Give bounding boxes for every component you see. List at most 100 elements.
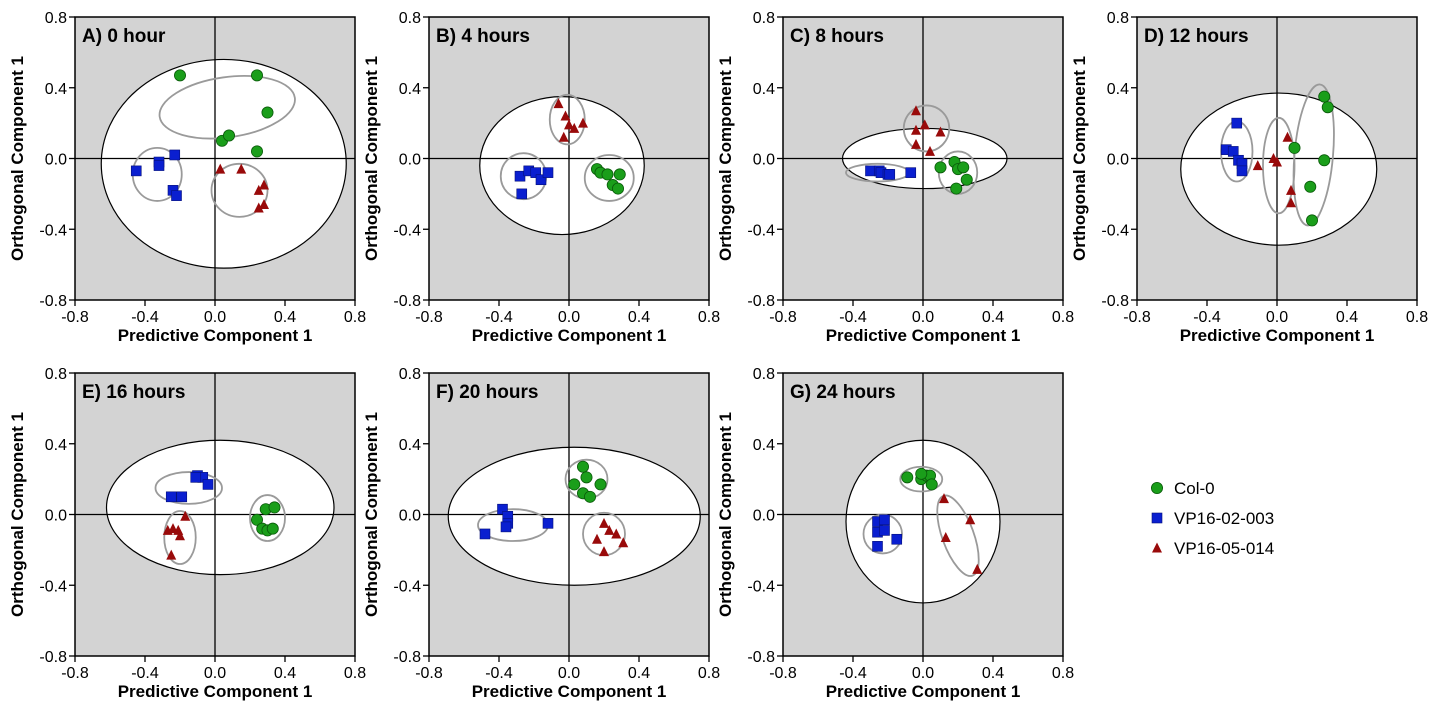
legend-label: VP16-05-014 bbox=[1174, 539, 1274, 558]
x-tick-label: 0.8 bbox=[1052, 309, 1074, 326]
panel-title: E) 16 hours bbox=[82, 382, 185, 403]
x-tick-label: 0.4 bbox=[628, 665, 650, 682]
data-point bbox=[259, 198, 269, 209]
data-point bbox=[175, 530, 185, 541]
data-point bbox=[872, 541, 883, 552]
x-tick-label: 0.8 bbox=[1052, 665, 1074, 682]
data-point bbox=[879, 525, 890, 536]
data-point bbox=[514, 170, 526, 182]
legend-marker bbox=[1151, 512, 1163, 524]
x-tick-label: -0.4 bbox=[131, 665, 159, 682]
x-tick-label: 0.8 bbox=[698, 665, 720, 682]
data-point bbox=[935, 126, 946, 137]
x-axis-title: Predictive Component 1 bbox=[826, 682, 1021, 701]
data-point bbox=[911, 138, 921, 149]
confidence-ellipse bbox=[479, 95, 645, 236]
data-point bbox=[564, 119, 574, 130]
x-tick-label: 0.0 bbox=[558, 309, 580, 326]
x-tick-label: -0.4 bbox=[485, 309, 513, 326]
y-tick-label: 0.0 bbox=[399, 508, 421, 525]
legend-label: VP16-02-003 bbox=[1174, 509, 1274, 528]
data-point bbox=[542, 518, 554, 529]
y-tick-label: -0.4 bbox=[393, 222, 421, 239]
legend: Col-0 VP16-02-003 VP16-05-014 bbox=[1151, 479, 1274, 558]
data-point bbox=[577, 460, 590, 473]
series-col-0 bbox=[568, 460, 607, 503]
series-vp16-05-014 bbox=[162, 510, 191, 560]
data-point bbox=[1318, 90, 1331, 103]
data-point bbox=[1321, 101, 1334, 114]
data-point bbox=[1288, 141, 1301, 154]
y-tick-label: 0.8 bbox=[45, 366, 67, 383]
series-vp16-05-014 bbox=[911, 105, 946, 156]
y-tick-label: -0.4 bbox=[393, 578, 421, 595]
x-tick-label: -0.8 bbox=[61, 309, 89, 326]
data-point bbox=[153, 160, 165, 171]
data-point bbox=[253, 184, 264, 195]
data-point bbox=[939, 493, 949, 504]
data-point bbox=[266, 522, 279, 535]
y-tick-label: 0.8 bbox=[1107, 10, 1129, 27]
data-point bbox=[884, 169, 896, 180]
data-point bbox=[957, 161, 970, 174]
data-point bbox=[166, 549, 177, 560]
data-point bbox=[190, 472, 202, 483]
y-tick-label: 0.0 bbox=[1107, 152, 1129, 169]
x-tick-label: -0.4 bbox=[485, 665, 513, 682]
y-tick-label: 0.8 bbox=[399, 366, 421, 383]
y-tick-label: -0.8 bbox=[747, 649, 775, 666]
data-point bbox=[568, 478, 581, 491]
confidence-ellipse bbox=[105, 439, 335, 576]
data-point bbox=[180, 510, 191, 521]
x-axis-title: Predictive Component 1 bbox=[1180, 326, 1375, 345]
series-col-0 bbox=[901, 467, 938, 491]
series-col-0 bbox=[934, 156, 973, 195]
series-vp16-02-003 bbox=[865, 165, 917, 180]
panel-d: -0.8 -0.4 0.0 0.4 0.8 -0.8 -0.4 0.0 0.4 0.8 Predic… bbox=[1070, 10, 1428, 345]
data-point bbox=[601, 168, 614, 181]
data-point bbox=[919, 119, 930, 130]
legend-marker bbox=[1152, 542, 1162, 553]
x-tick-label: 0.0 bbox=[558, 665, 580, 682]
data-point bbox=[618, 537, 629, 548]
data-point bbox=[215, 163, 226, 174]
data-point bbox=[578, 117, 588, 128]
x-tick-label: -0.8 bbox=[1123, 309, 1151, 326]
y-tick-label: -0.8 bbox=[747, 293, 775, 310]
x-tick-label: 0.4 bbox=[628, 309, 650, 326]
y-tick-label: -0.8 bbox=[39, 293, 67, 310]
y-axis-title: Orthogonal Component 1 bbox=[1070, 56, 1089, 261]
x-tick-label: 0.8 bbox=[1406, 309, 1428, 326]
y-tick-label: 0.4 bbox=[45, 437, 67, 454]
data-point bbox=[250, 145, 263, 158]
data-point bbox=[169, 149, 181, 161]
y-tick-label: 0.0 bbox=[45, 508, 67, 525]
data-point bbox=[1286, 184, 1296, 195]
panel-title: D) 12 hours bbox=[1144, 26, 1249, 47]
confidence-ellipse bbox=[1180, 92, 1378, 246]
x-tick-label: -0.4 bbox=[131, 309, 159, 326]
y-tick-label: 0.4 bbox=[399, 81, 421, 98]
x-tick-label: 0.4 bbox=[982, 665, 1004, 682]
series-vp16-05-014 bbox=[1252, 131, 1296, 208]
series-vp16-05-014 bbox=[215, 163, 269, 213]
data-point bbox=[925, 478, 938, 491]
series-col-0 bbox=[591, 163, 626, 195]
series-vp16-02-003 bbox=[165, 470, 214, 503]
y-axis-title: Orthogonal Component 1 bbox=[716, 56, 735, 261]
x-tick-label: 0.0 bbox=[1266, 309, 1288, 326]
y-tick-label: -0.8 bbox=[39, 649, 67, 666]
x-axis-title: Predictive Component 1 bbox=[118, 682, 313, 701]
x-tick-label: -0.8 bbox=[769, 665, 797, 682]
data-point bbox=[960, 173, 973, 186]
data-point bbox=[1236, 165, 1248, 177]
data-point bbox=[612, 182, 625, 195]
panel-title: A) 0 hour bbox=[82, 26, 166, 47]
y-tick-label: 0.0 bbox=[753, 508, 775, 525]
x-tick-label: 0.8 bbox=[344, 309, 366, 326]
data-point bbox=[171, 190, 182, 201]
x-tick-label: -0.4 bbox=[1193, 309, 1221, 326]
data-point bbox=[613, 168, 626, 181]
data-point bbox=[940, 531, 951, 542]
x-tick-label: 0.8 bbox=[344, 665, 366, 682]
